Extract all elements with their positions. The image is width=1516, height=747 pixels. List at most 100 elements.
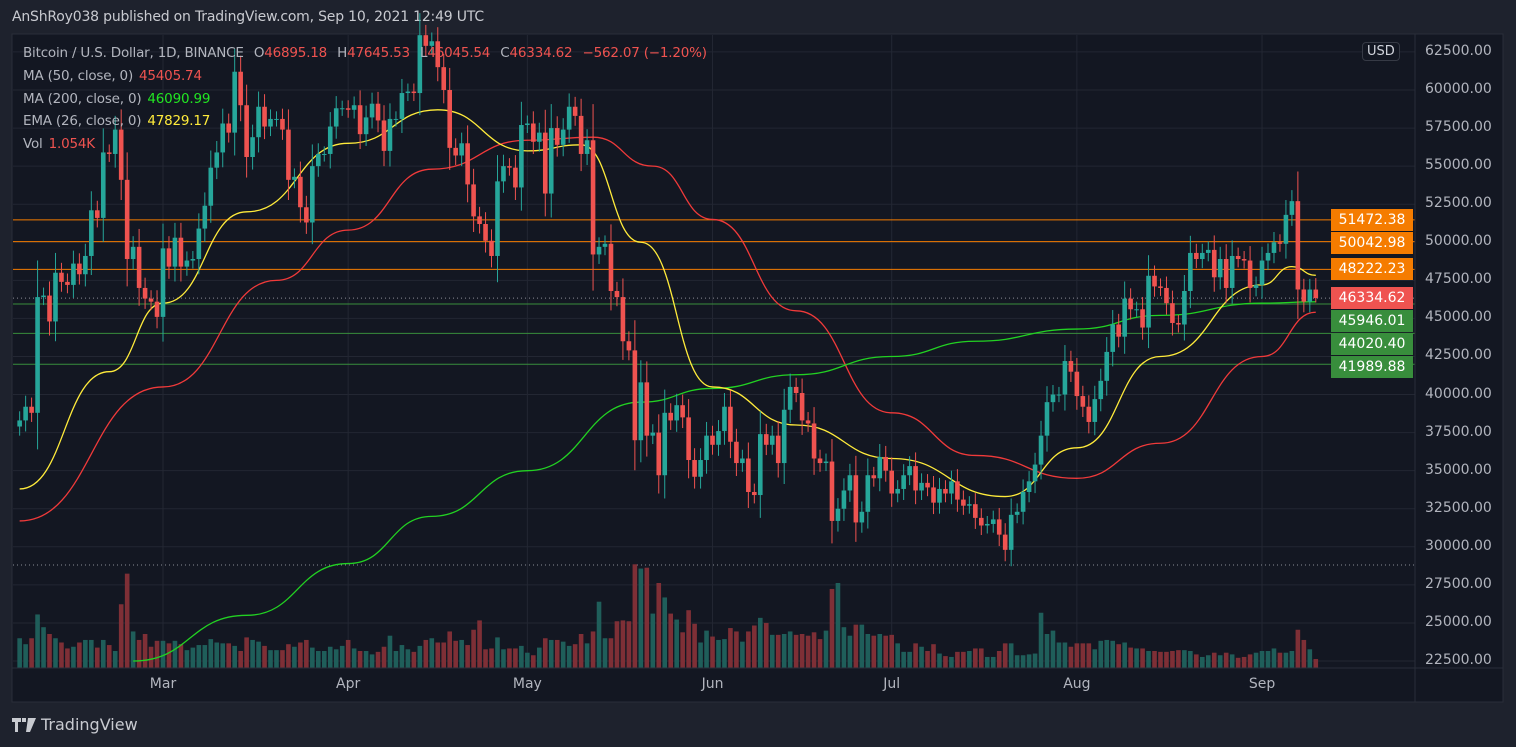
- volume-bar: [399, 645, 405, 668]
- legend-volume[interactable]: Vol 1.054K: [23, 136, 95, 152]
- volume-bar: [280, 650, 285, 668]
- candle-body: [369, 103, 375, 118]
- candle-body: [973, 504, 978, 518]
- candle-body: [566, 106, 572, 130]
- volume-bar: [1128, 647, 1133, 668]
- volume-bar: [1116, 644, 1121, 668]
- candle-body: [823, 461, 829, 464]
- volume-bar: [1080, 643, 1086, 668]
- candle-body: [620, 297, 626, 342]
- volume-bar: [823, 630, 829, 668]
- volume-bar: [1098, 640, 1104, 668]
- volume-bar: [1289, 651, 1295, 668]
- candle-body: [1122, 298, 1127, 337]
- volume-bar: [142, 634, 148, 668]
- volume-bar: [883, 635, 889, 668]
- volume-bar: [919, 646, 924, 668]
- volume-bar: [327, 646, 333, 668]
- candle-body: [626, 341, 632, 351]
- volume-bar: [710, 636, 715, 668]
- candle-body: [393, 118, 399, 120]
- tradingview-logo[interactable]: TradingView: [12, 715, 138, 734]
- candle-body: [692, 460, 697, 477]
- currency-badge[interactable]: USD: [1362, 42, 1400, 61]
- candle-body: [196, 228, 202, 260]
- candle-body: [1128, 298, 1133, 310]
- candle-body: [1002, 534, 1008, 550]
- candle-body: [913, 466, 918, 491]
- candle-body: [429, 41, 435, 46]
- volume-bar: [781, 634, 787, 668]
- legend-ma50[interactable]: MA (50, close, 0) 45405.74: [23, 68, 202, 84]
- candle-body: [990, 519, 996, 524]
- candle-body: [1211, 249, 1217, 278]
- legend-ema26[interactable]: EMA (26, close, 0) 47829.17: [23, 113, 211, 129]
- volume-bar: [495, 637, 500, 668]
- chart-pane: [11, 33, 1504, 703]
- candle-body: [680, 405, 685, 418]
- candle-body: [166, 248, 172, 267]
- volume-bar: [644, 567, 650, 668]
- volume-bar: [304, 639, 309, 668]
- volume-bar: [1223, 652, 1229, 668]
- support-price-label[interactable]: 41989.88: [1331, 356, 1413, 379]
- candle-body: [268, 118, 273, 127]
- ma50-line: [19, 136, 1316, 522]
- symbol-title[interactable]: Bitcoin / U.S. Dollar, 1D, BINANCE: [23, 45, 244, 61]
- volume-bar: [1086, 643, 1092, 668]
- candle-body: [35, 297, 40, 413]
- candle-body: [1032, 464, 1038, 482]
- candle-body: [387, 118, 393, 151]
- candle-body: [710, 435, 715, 445]
- tradingview-logo-icon: [12, 717, 36, 732]
- volume-bar: [130, 631, 136, 668]
- volume-bar: [907, 651, 912, 668]
- candle-body: [1050, 394, 1056, 403]
- volume-bar: [375, 651, 381, 668]
- candle-body: [130, 246, 136, 260]
- support-price-label[interactable]: 45946.01: [1331, 310, 1413, 333]
- volume-bar: [1301, 639, 1307, 668]
- price-tick-label: 42500.00: [1425, 347, 1492, 364]
- volume-bar: [674, 619, 679, 668]
- resistance-price-label[interactable]: 51472.38: [1331, 208, 1413, 231]
- legend-ma200[interactable]: MA (200, close, 0) 46090.99: [23, 91, 211, 107]
- volume-bar: [1259, 651, 1265, 668]
- resistance-price-label[interactable]: 48222.23: [1331, 258, 1413, 281]
- volume-bar: [853, 624, 859, 668]
- candle-body: [1271, 242, 1277, 253]
- price-tick-label: 37500.00: [1425, 423, 1492, 440]
- candle-body: [1205, 249, 1211, 253]
- candle-body: [423, 35, 429, 46]
- candle-body: [232, 71, 237, 133]
- candle-body: [758, 434, 763, 496]
- candle-body: [1265, 252, 1271, 261]
- volume-bar: [1152, 651, 1157, 668]
- volume-bar: [94, 647, 100, 668]
- volume-bar: [351, 648, 357, 668]
- candle-body: [1277, 242, 1283, 244]
- candle-body: [949, 481, 954, 494]
- candle-body: [315, 153, 321, 167]
- time-tick-label: Aug: [1063, 676, 1091, 692]
- candle-body: [775, 435, 781, 464]
- candle-body: [632, 350, 638, 441]
- support-price-label[interactable]: 44020.40: [1331, 333, 1413, 356]
- volume-bar: [292, 646, 297, 668]
- candle-body: [871, 475, 877, 479]
- volume-bar: [1176, 650, 1181, 668]
- resistance-price-label[interactable]: 50042.98: [1331, 231, 1413, 254]
- candle-body: [184, 260, 190, 267]
- time-tick-label: Sep: [1248, 676, 1276, 692]
- candle-body: [763, 434, 769, 445]
- volume-bar: [184, 650, 190, 668]
- candle-body: [1086, 406, 1092, 422]
- last-price-label[interactable]: 46334.62: [1331, 287, 1413, 310]
- volume-bar: [321, 651, 327, 668]
- candle-body: [94, 210, 100, 218]
- volume-bar: [274, 650, 279, 668]
- candle-body: [483, 223, 488, 241]
- candle-body: [83, 255, 88, 275]
- volume-bar: [1164, 651, 1169, 668]
